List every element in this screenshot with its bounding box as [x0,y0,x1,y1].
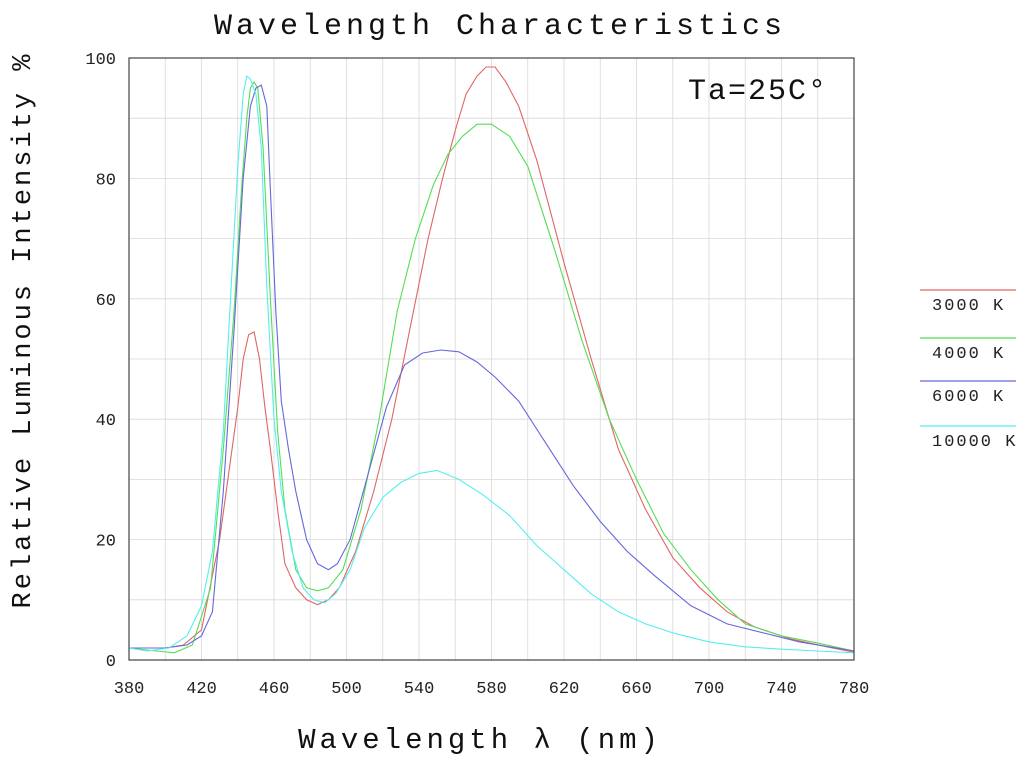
x-tick-label: 460 [259,680,290,699]
x-tick-label: 540 [404,680,435,699]
x-tick-label: 740 [766,680,797,699]
tick-labels: 380 420 460 500 540 580 620 660 700 740 780 0 20 40 60… [85,51,869,699]
legend-entry: 6000 K [932,388,1005,407]
y-tick-label: 100 [85,51,116,70]
legend-entry: 10000 K [932,433,1017,452]
plot-frame [128,57,855,661]
grid [129,58,854,660]
y-tick-label: 40 [96,412,116,431]
legend-entry: 3000 K [932,297,1005,316]
y-tick-label: 80 [96,171,116,190]
legend: 3000 K 4000 K 6000 K 10000 K [920,289,1017,452]
x-tick-label: 420 [186,680,217,699]
x-tick-label: 780 [839,680,870,699]
series-line-6000k [129,84,855,652]
temperature-annotation: Ta=25C° [688,75,828,109]
x-tick-label: 380 [114,680,145,699]
x-tick-label: 620 [549,680,580,699]
x-tick-label: 580 [476,680,507,699]
series-line-10000k [128,75,855,654]
y-axis-label: Relative Luminous Intensity % [9,52,39,609]
series-line-4000k [128,81,855,654]
y-tick-label: 0 [106,653,116,672]
y-tick-label: 20 [96,533,116,552]
chart-title: Wavelength Characteristics [214,10,786,44]
x-axis-label: Wavelength λ (nm) [298,724,662,757]
y-tick-label: 60 [96,292,116,311]
x-tick-label: 700 [694,680,725,699]
legend-entry: 4000 K [932,345,1005,364]
series-lines [128,66,855,654]
x-tick-label: 660 [621,680,652,699]
x-tick-label: 500 [331,680,362,699]
